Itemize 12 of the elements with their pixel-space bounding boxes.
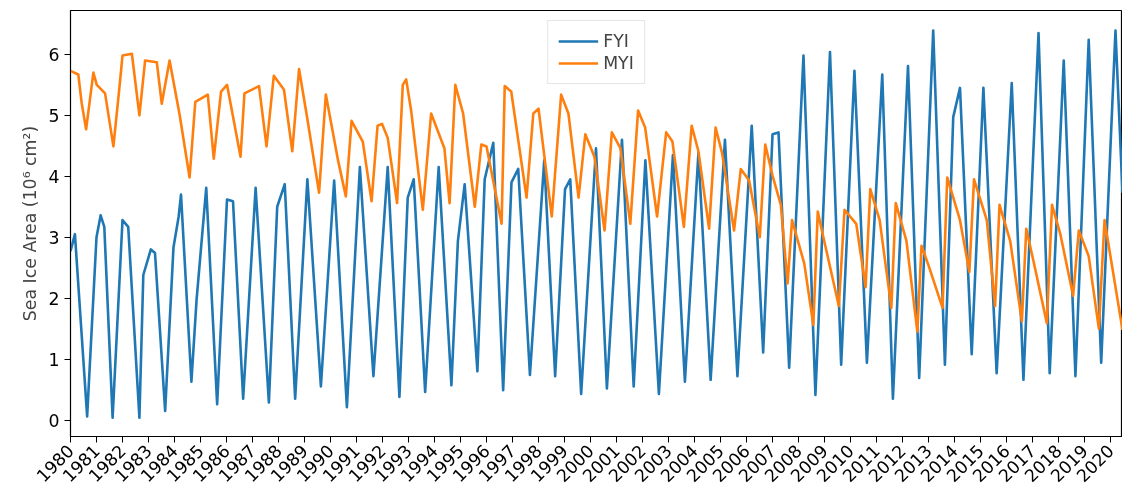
line-series — [70, 52, 1122, 333]
y-tick-label: 4 — [48, 166, 60, 187]
y-tick-label: 3 — [48, 227, 60, 248]
legend-label: FYI — [603, 31, 629, 51]
y-tick-label: 1 — [48, 349, 60, 370]
y-tick-label: 2 — [48, 288, 60, 309]
y-axis-title: Sea Ice Area (10⁶ cm²) — [20, 125, 41, 322]
line-series — [70, 29, 1122, 419]
y-tick-label: 6 — [48, 44, 60, 65]
y-tick-label: 5 — [48, 105, 60, 126]
y-tick-label: 0 — [48, 410, 60, 431]
legend-label: MYI — [603, 53, 634, 73]
